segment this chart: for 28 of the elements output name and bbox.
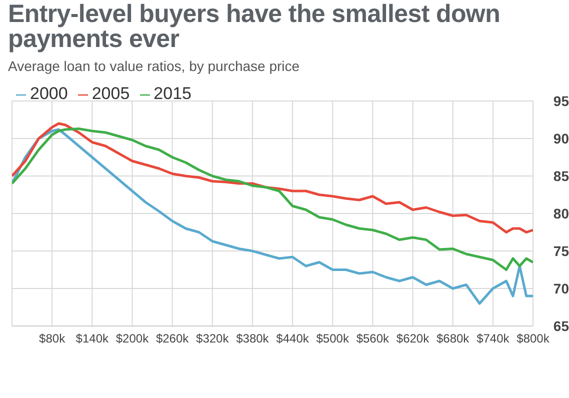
legend-label: 2005 <box>92 84 130 103</box>
x-tick-label: $740k <box>476 332 510 346</box>
y-tick-label: 95 <box>553 92 569 109</box>
x-tick-label: $260k <box>156 332 190 346</box>
x-tick-label: $200k <box>116 332 150 346</box>
x-tick-label: $380k <box>236 332 270 346</box>
x-tick-label: $80k <box>39 332 66 346</box>
chart-title: Entry-level buyers have the smallest down payments ever <box>8 0 502 53</box>
x-tick-label: $440k <box>276 332 310 346</box>
y-tick-label: 75 <box>553 242 569 259</box>
y-tick-label: 85 <box>553 168 569 184</box>
x-tick-label: $560k <box>356 332 390 346</box>
y-tick-label: 65 <box>553 318 569 334</box>
x-tick-label: $500k <box>316 332 350 346</box>
legend-label: 2000 <box>30 84 68 103</box>
line-series <box>12 128 533 271</box>
y-tick-label: 80 <box>553 205 569 222</box>
legend-label: 2015 <box>154 84 192 103</box>
x-tick-label: $320k <box>196 332 230 346</box>
x-tick-label: $140k <box>76 332 110 346</box>
line-series <box>12 122 533 234</box>
line-series <box>12 128 533 305</box>
chart-subtitle: Average loan to value ratios, by purchase price <box>8 58 300 74</box>
x-tick-label: $620k <box>396 332 430 346</box>
x-tick-label: $680k <box>436 332 470 346</box>
y-tick-label: 70 <box>553 280 569 296</box>
x-tick-label: $800k <box>516 332 550 346</box>
y-tick-label: 90 <box>553 130 569 146</box>
